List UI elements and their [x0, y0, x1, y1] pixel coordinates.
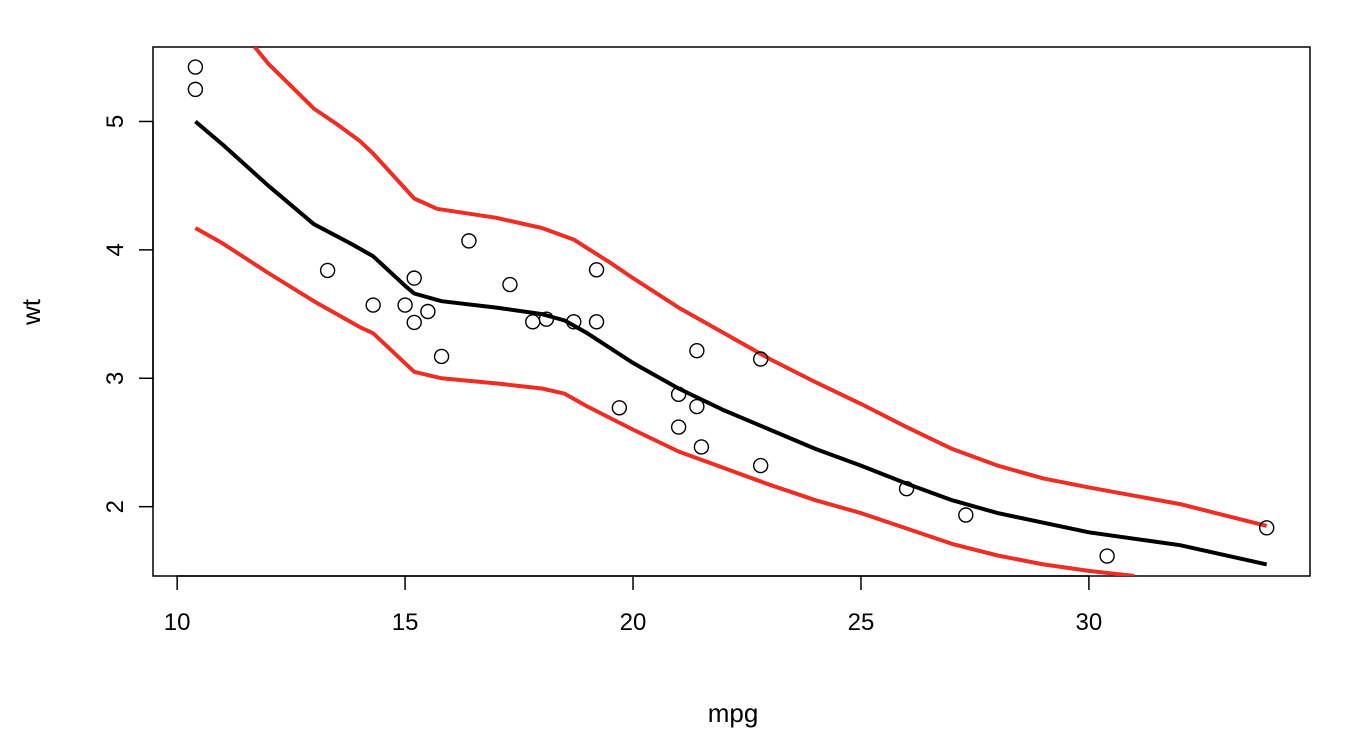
data-point [898, 480, 915, 497]
data-point [611, 400, 628, 416]
y-tick-label: 2 [102, 500, 129, 513]
data-point [319, 262, 336, 279]
y-tick-label: 3 [102, 372, 129, 385]
data-point [752, 351, 769, 367]
data-point [187, 59, 204, 75]
data-point [187, 81, 204, 98]
data-point [670, 419, 687, 435]
data-point [538, 311, 555, 327]
x-axis-label: mpg [708, 698, 759, 728]
data-point [406, 270, 422, 286]
x-tick-label: 25 [848, 609, 875, 636]
fit-lines [194, 47, 1268, 576]
x-tick-label: 20 [620, 609, 647, 636]
data-point [525, 314, 541, 330]
x-tick-label: 10 [164, 609, 191, 636]
data-point [689, 342, 705, 359]
data-point [1258, 520, 1275, 536]
y-tick-label: 5 [102, 115, 129, 128]
series-line-lower [194, 226, 1135, 576]
data-point [588, 262, 605, 278]
data-point [397, 297, 413, 313]
data-point [433, 348, 450, 365]
data-point [502, 276, 518, 293]
data-points [187, 59, 1275, 564]
y-axis: 2 3 4 5 [102, 115, 154, 513]
data-point [958, 507, 974, 523]
data-point [588, 314, 605, 330]
y-tick-label: 4 [102, 243, 129, 256]
series-line-upper [253, 47, 1268, 528]
data-point [670, 386, 687, 403]
data-point [1099, 548, 1115, 564]
data-point [406, 314, 422, 331]
data-point [365, 297, 381, 313]
data-point [461, 233, 477, 249]
data-point [693, 439, 710, 455]
x-tick-label: 30 [1076, 609, 1103, 636]
series-line-fit [194, 119, 1268, 567]
data-point [420, 303, 436, 320]
y-axis-label: wt [16, 298, 46, 326]
x-tick-label: 15 [392, 609, 419, 636]
data-point [752, 457, 769, 474]
data-point [566, 314, 582, 330]
data-point [689, 398, 705, 415]
x-axis: 10 15 20 25 30 [164, 575, 1103, 636]
